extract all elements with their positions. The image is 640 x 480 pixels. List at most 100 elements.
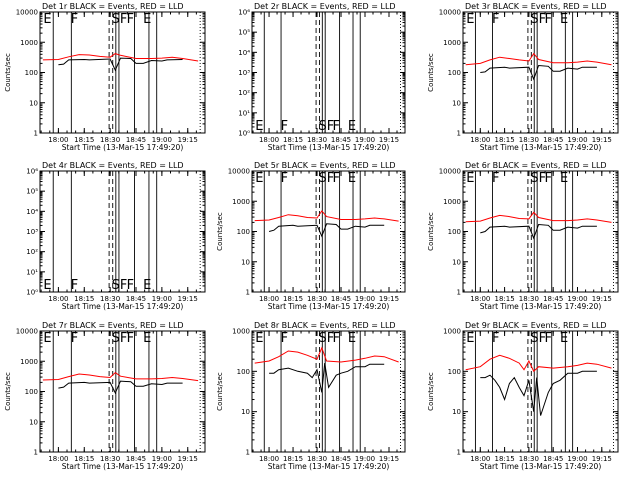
events-series-line [269,363,385,393]
y-tick-label: 10⁰ [238,130,250,138]
x-tick-label: 18:30 [100,295,120,303]
y-tick-label: 1000 [232,328,250,336]
interval-marker: E [43,12,51,27]
y-axis-label: Counts/sec [216,372,224,411]
y-tick-label: 10⁵ [26,188,38,196]
y-tick-label: 1000 [232,198,250,206]
panel-title: Det 6r BLACK = Events, RED = LLD [465,161,607,170]
y-tick-label: 100 [25,388,38,396]
x-tick-label: 18:15 [74,295,94,303]
y-tick-label: 100 [25,69,38,77]
panel-7: Det 7r BLACK = Events, RED = LLD 1 10 100 10… [4,321,206,471]
x-tick-label: 18:00 [48,455,68,463]
plot-frame [462,11,619,134]
panel-6: Det 6r BLACK = Events, RED = LLD 1 10 100 10… [427,161,619,311]
x-tick-label: 19:00 [567,455,587,463]
x-tick-label: 18:45 [331,295,351,303]
y-tick-label: 100 [237,368,250,376]
interval-marker: F [127,278,134,293]
y-axis-label: Counts/sec [427,372,435,411]
events-series-line [480,223,597,240]
panel-2: Det 2r BLACK = Events, RED = LLD 10⁰ 10¹ 10… [238,2,406,152]
interval-marker: SF [112,12,128,27]
interval-marker: F [492,12,499,27]
x-tick-label: 18:00 [48,136,68,144]
interval-marker: E [466,12,474,27]
x-tick-label: 19:15 [379,455,399,463]
x-tick-label: 18:30 [307,295,327,303]
x-tick-label: 18:15 [494,295,514,303]
panel-9: Det 9r BLACK = Events, RED = LLD 1 10 100 10… [427,321,619,471]
y-tick-label: 10⁴ [26,208,38,216]
x-tick-label: 19:15 [592,295,612,303]
interval-marker: SF [530,12,546,27]
y-tick-label: 10 [452,408,461,416]
x-tick-label: 18:00 [259,455,279,463]
y-tick-label: 10 [452,258,461,266]
interval-marker: F [544,12,551,27]
x-tick-label: 18:15 [494,136,514,144]
y-tick-label: 10⁰ [26,289,38,297]
x-tick-label: 18:30 [519,136,539,144]
interval-marker: E [143,278,151,293]
y-tick-label: 10 [241,408,250,416]
y-tick-label: 10000 [439,168,461,176]
panel-3: Det 3r BLACK = Events, RED = LLD 1 10 100 10… [427,2,619,152]
x-tick-label: 18:00 [259,136,279,144]
plot-frame [39,330,206,453]
x-tick-label: 18:45 [543,136,563,144]
plot-frame [462,170,619,293]
interval-marker: SF [319,331,335,346]
plot-frame [39,170,206,293]
y-tick-label: 1000 [20,358,38,366]
x-tick-label: 18:45 [543,455,563,463]
interval-marker: E [466,171,474,186]
x-axis-label: Start Time (13-Mar-15 17:49:20) [268,143,390,152]
y-tick-label: 1000 [443,39,461,47]
interval-marker: F [281,119,288,134]
x-axis-label: Start Time (13-Mar-15 17:49:20) [62,462,184,471]
y-tick-label: 10 [452,99,461,107]
x-axis-label: Start Time (13-Mar-15 17:49:20) [480,143,602,152]
interval-marker: F [127,331,134,346]
x-axis-label: Start Time (13-Mar-15 17:49:20) [62,143,184,152]
x-axis-label: Start Time (13-Mar-15 17:49:20) [480,462,602,471]
y-axis-label: Counts/sec [427,212,435,251]
plot-frame [39,11,206,134]
interval-marker: E [255,171,263,186]
lld-series-line [254,210,399,222]
events-series-line [268,223,385,238]
y-tick-label: 10000 [16,9,38,17]
interval-marker: F [544,171,551,186]
panel-title: Det 7r BLACK = Events, RED = LLD [42,321,184,330]
interval-marker: SF [112,278,128,293]
x-tick-label: 18:00 [259,295,279,303]
panel-title: Det 2r BLACK = Events, RED = LLD [254,2,396,11]
interval-marker: F [71,278,78,293]
interval-marker: F [281,171,288,186]
y-tick-label: 1 [457,449,461,457]
events-series-line [480,370,597,416]
interval-marker: SF [112,331,128,346]
panel-title: Det 4r BLACK = Events, RED = LLD [42,161,184,170]
lld-series-line [254,346,399,364]
plot-frame [462,330,619,453]
y-tick-label: 10² [238,89,250,97]
x-tick-label: 19:15 [178,455,198,463]
x-axis-label: Start Time (13-Mar-15 17:49:20) [268,302,390,311]
y-tick-label: 10³ [26,228,38,236]
interval-marker: E [255,331,263,346]
lld-series-line [42,371,199,382]
y-tick-label: 1000 [443,328,461,336]
y-tick-label: 1000 [443,198,461,206]
x-tick-label: 18:15 [74,136,94,144]
x-axis-label: Start Time (13-Mar-15 17:49:20) [62,302,184,311]
x-tick-label: 19:15 [178,136,198,144]
interval-marker: SF [530,331,546,346]
x-axis-label: Start Time (13-Mar-15 17:49:20) [268,462,390,471]
x-tick-label: 18:00 [470,136,490,144]
interval-marker: SF [530,171,546,186]
lld-series-line [465,211,612,223]
y-axis-label: Counts/sec [216,212,224,251]
panel-4: Det 4r BLACK = Events, RED = LLD 10⁰ 10¹ 10… [26,161,206,311]
